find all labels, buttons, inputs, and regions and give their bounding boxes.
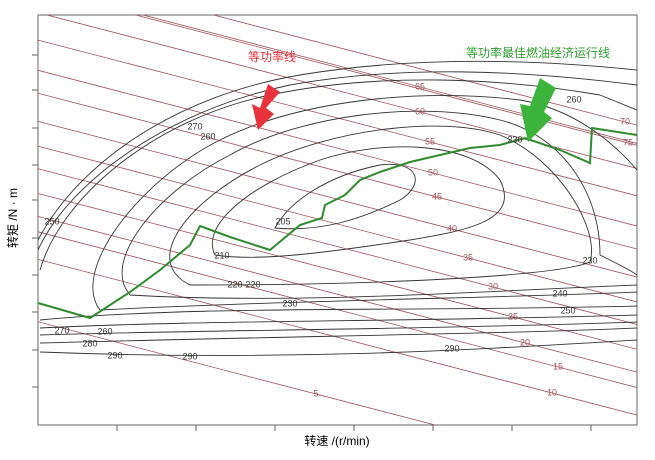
contour-label: 250 bbox=[44, 216, 59, 226]
axis-ticks bbox=[32, 54, 592, 431]
power-label: 10 bbox=[547, 387, 557, 397]
power-label: 30 bbox=[488, 281, 498, 291]
power-line bbox=[38, 321, 437, 425]
power-label: 70 bbox=[620, 116, 630, 126]
contour-line bbox=[39, 321, 637, 336]
x-axis-label: 转速 /(r/min) bbox=[304, 433, 369, 448]
power-label: 65 bbox=[415, 81, 425, 91]
annotation: 等功率线 bbox=[248, 49, 296, 64]
power-label: 25 bbox=[508, 311, 518, 321]
power-label: 75 bbox=[623, 137, 633, 147]
contour-line bbox=[38, 60, 637, 241]
contour-line bbox=[39, 314, 637, 329]
contour-line bbox=[92, 95, 637, 311]
contour-label: 270 bbox=[187, 121, 202, 131]
contour-label: 290 bbox=[107, 350, 122, 360]
power-label: 50 bbox=[428, 167, 438, 177]
contour-line bbox=[39, 305, 637, 321]
contour-label: 270 bbox=[54, 325, 69, 335]
power-line bbox=[38, 193, 637, 350]
contour-label: 290 bbox=[182, 351, 197, 361]
power-label: 20 bbox=[520, 337, 530, 347]
contour-line bbox=[39, 327, 637, 344]
green-arrow bbox=[520, 78, 556, 142]
contour-line bbox=[39, 339, 637, 356]
power-label: 5 bbox=[313, 388, 318, 398]
contour-line bbox=[121, 110, 637, 296]
contour-label: 260 bbox=[200, 131, 215, 141]
contour-line bbox=[99, 291, 637, 311]
plot-frame bbox=[37, 14, 638, 426]
power-line bbox=[38, 168, 637, 325]
contour-label: 230 bbox=[507, 134, 522, 144]
power-label: 45 bbox=[432, 191, 442, 201]
power-label: 55 bbox=[425, 136, 435, 146]
power-label: 15 bbox=[553, 361, 563, 371]
contour-line bbox=[274, 163, 416, 230]
annotation: 等功率最佳燃油经济运行线 bbox=[466, 45, 610, 60]
power-line bbox=[38, 92, 637, 250]
contour-label: 210 bbox=[214, 250, 229, 260]
contour-label: 230 bbox=[282, 298, 297, 308]
contour-label: 205 bbox=[275, 216, 290, 226]
contour-label: 290 bbox=[444, 343, 459, 353]
contour-label: 280 bbox=[82, 338, 97, 348]
contour-label: 260 bbox=[566, 94, 581, 104]
contour-label: 260 bbox=[97, 326, 112, 336]
contour-label: 240 bbox=[552, 288, 567, 298]
power-line bbox=[38, 39, 637, 197]
contour-line bbox=[129, 284, 637, 299]
contour-line bbox=[38, 71, 637, 251]
contour-label: 230 bbox=[582, 255, 597, 265]
power-line bbox=[38, 69, 637, 227]
contour-line bbox=[211, 146, 505, 258]
power-label: 35 bbox=[463, 252, 473, 262]
y-axis-label: 转矩 /N · m bbox=[5, 188, 20, 248]
power-label: 60 bbox=[415, 106, 425, 116]
red-arrow bbox=[252, 84, 280, 130]
contour-label: 220 bbox=[227, 279, 242, 289]
power-label: 40 bbox=[447, 223, 457, 233]
power-line bbox=[38, 145, 637, 303]
contour-label: 250 bbox=[560, 305, 575, 315]
optimal-line bbox=[37, 126, 638, 320]
contour-label: 220 bbox=[245, 279, 260, 289]
